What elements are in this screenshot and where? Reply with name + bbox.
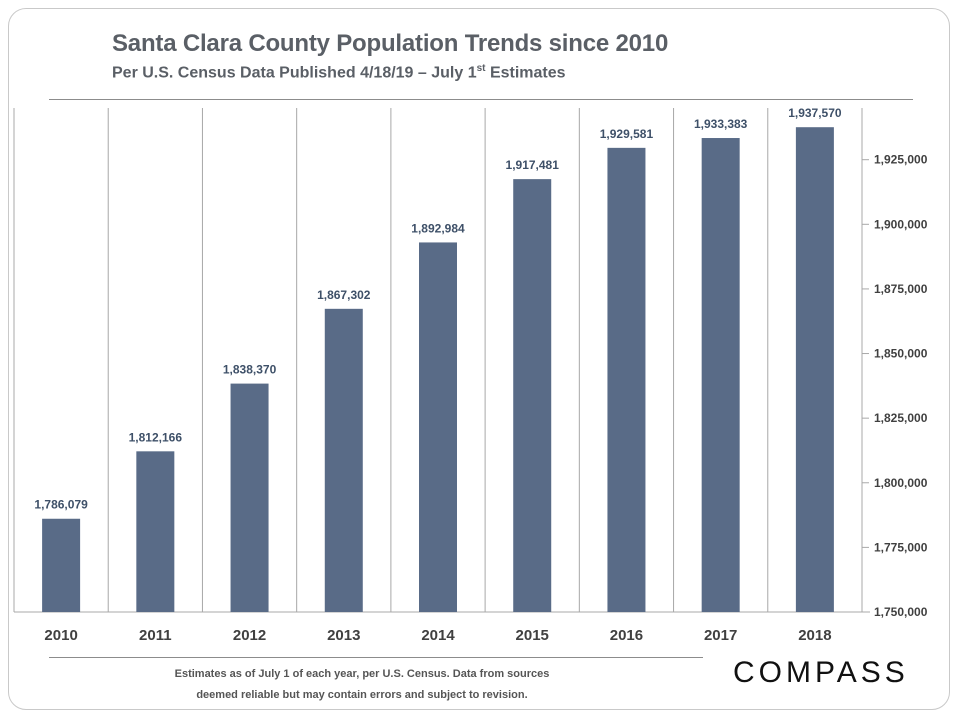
bar-2011 xyxy=(136,451,175,612)
x-tick-label: 2012 xyxy=(233,627,266,644)
footer-divider xyxy=(49,657,703,658)
header-divider xyxy=(49,99,913,100)
bar-2014 xyxy=(419,242,457,613)
y-tick-label: 1,775,000 xyxy=(874,540,928,554)
compass-logo: COMPASS xyxy=(733,656,909,689)
bar-2013 xyxy=(324,308,363,612)
bar-value-label: 1,812,166 xyxy=(129,430,183,444)
bar-value-label: 1,937,570 xyxy=(788,106,842,120)
bar-value-label: 1,786,079 xyxy=(34,498,88,512)
bar-value-label: 1,892,984 xyxy=(411,221,465,235)
footnote: Estimates as of July 1 of each year, per… xyxy=(152,664,572,706)
bar-2016 xyxy=(607,147,646,613)
y-tick-label: 1,750,000 xyxy=(874,605,928,619)
bar-value-label: 1,929,581 xyxy=(600,127,654,141)
x-tick-label: 2014 xyxy=(421,627,455,644)
x-tick-label: 2011 xyxy=(139,627,172,644)
y-tick-label: 1,900,000 xyxy=(874,217,928,231)
bar-2017 xyxy=(701,138,740,612)
bar-2015 xyxy=(513,179,552,612)
x-tick-label: 2013 xyxy=(327,627,360,644)
subtitle-tail: Estimates xyxy=(485,64,566,82)
subtitle-superscript: st xyxy=(476,63,486,74)
y-tick-label: 1,875,000 xyxy=(874,282,928,296)
slide-frame xyxy=(8,8,950,710)
footnote-line-2: deemed reliable but may contain errors a… xyxy=(196,689,528,701)
bar-value-label: 1,933,383 xyxy=(694,117,748,131)
y-tick-label: 1,850,000 xyxy=(874,347,928,361)
chart-title: Santa Clara County Population Trends sin… xyxy=(112,30,669,57)
bar-value-label: 1,838,370 xyxy=(223,363,277,377)
y-tick-label: 1,800,000 xyxy=(874,476,928,490)
x-tick-label: 2018 xyxy=(798,627,831,644)
bar-2018 xyxy=(795,127,834,613)
bar-value-label: 1,867,302 xyxy=(317,288,371,302)
bar-value-label: 1,917,481 xyxy=(506,158,560,172)
footnote-line-1: Estimates as of July 1 of each year, per… xyxy=(174,668,550,680)
x-tick-label: 2015 xyxy=(516,627,549,644)
y-tick-label: 1,925,000 xyxy=(874,153,928,167)
y-tick-label: 1,825,000 xyxy=(874,411,928,425)
subtitle-main: Per U.S. Census Data Published 4/18/19 –… xyxy=(112,64,477,82)
bar-2010 xyxy=(42,518,81,612)
bar-2012 xyxy=(230,383,269,612)
x-tick-label: 2017 xyxy=(704,627,737,644)
chart-subtitle: Per U.S. Census Data Published 4/18/19 –… xyxy=(112,63,566,82)
x-tick-label: 2010 xyxy=(44,627,77,644)
x-tick-label: 2016 xyxy=(610,627,643,644)
